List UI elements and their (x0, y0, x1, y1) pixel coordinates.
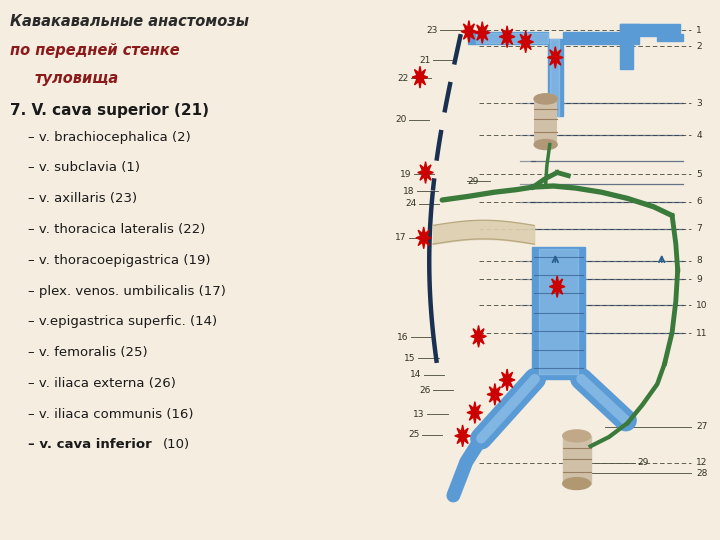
Polygon shape (620, 24, 680, 36)
Polygon shape (534, 99, 557, 145)
Text: 7. V. cava superior (21): 7. V. cava superior (21) (11, 103, 210, 118)
Text: 13: 13 (413, 410, 425, 418)
Ellipse shape (534, 94, 557, 104)
Polygon shape (547, 46, 563, 69)
Text: (10): (10) (163, 438, 189, 451)
Polygon shape (416, 227, 431, 249)
Polygon shape (500, 26, 515, 48)
Polygon shape (500, 369, 515, 391)
Text: 5: 5 (696, 170, 702, 179)
Text: 3: 3 (696, 99, 702, 107)
Polygon shape (550, 39, 559, 116)
Polygon shape (487, 383, 503, 406)
Text: 17: 17 (395, 233, 406, 242)
Text: – v. iliaca externa (26): – v. iliaca externa (26) (28, 377, 176, 390)
Polygon shape (563, 31, 631, 44)
Text: – v. femoralis (25): – v. femoralis (25) (28, 346, 148, 359)
Polygon shape (418, 161, 433, 184)
Text: – v.epigastrica superfic. (14): – v.epigastrica superfic. (14) (28, 315, 217, 328)
Text: туловища: туловища (35, 71, 120, 86)
Text: 18: 18 (403, 187, 415, 195)
Text: 12: 12 (696, 458, 708, 467)
Polygon shape (539, 249, 577, 374)
Text: 6: 6 (696, 197, 702, 206)
Text: 25: 25 (408, 430, 419, 440)
Text: – plex. venos. umbilicalis (17): – plex. venos. umbilicalis (17) (28, 285, 226, 298)
Text: 15: 15 (404, 354, 415, 363)
Polygon shape (657, 34, 683, 41)
Polygon shape (474, 22, 490, 43)
Text: – v. cava inferior: – v. cava inferior (28, 438, 156, 451)
Polygon shape (620, 43, 633, 69)
Polygon shape (467, 402, 482, 423)
Text: 9: 9 (696, 275, 702, 284)
Text: – v. axillaris (23): – v. axillaris (23) (28, 192, 137, 205)
Text: – v. thoracica lateralis (22): – v. thoracica lateralis (22) (28, 223, 205, 236)
Text: 26: 26 (419, 386, 431, 395)
Text: 29: 29 (637, 458, 648, 467)
Text: 24: 24 (405, 199, 416, 208)
Polygon shape (468, 31, 548, 44)
Ellipse shape (563, 477, 590, 490)
Polygon shape (620, 24, 639, 44)
Text: 29: 29 (467, 177, 479, 186)
Text: 20: 20 (395, 115, 406, 124)
Text: 11: 11 (696, 329, 708, 338)
Text: 22: 22 (397, 73, 408, 83)
Polygon shape (461, 21, 477, 43)
Ellipse shape (534, 94, 557, 104)
Polygon shape (412, 66, 428, 88)
Text: 2: 2 (696, 42, 702, 51)
Text: 23: 23 (426, 26, 438, 35)
Text: 14: 14 (410, 370, 421, 379)
Text: 16: 16 (397, 333, 408, 342)
Ellipse shape (534, 139, 557, 150)
Polygon shape (549, 276, 565, 298)
Text: 21: 21 (419, 56, 431, 65)
Polygon shape (518, 31, 534, 53)
Text: – v. thoracoepigastrica (19): – v. thoracoepigastrica (19) (28, 254, 210, 267)
Text: 4: 4 (696, 131, 702, 140)
Text: – v. subclavia (1): – v. subclavia (1) (28, 161, 140, 174)
Text: – v. brachiocephalica (2): – v. brachiocephalica (2) (28, 131, 191, 144)
Polygon shape (548, 39, 563, 116)
Text: 27: 27 (696, 422, 708, 431)
Text: 28: 28 (696, 469, 708, 478)
Polygon shape (563, 436, 590, 484)
Polygon shape (471, 326, 486, 347)
Text: Кавакавальные анастомозы: Кавакавальные анастомозы (11, 14, 249, 29)
Ellipse shape (563, 430, 590, 442)
Text: – v. iliaca communis (16): – v. iliaca communis (16) (28, 408, 194, 421)
Polygon shape (476, 33, 548, 43)
Polygon shape (532, 247, 585, 379)
Text: по передней стенке: по передней стенке (11, 43, 180, 58)
Text: 19: 19 (400, 170, 411, 179)
Text: 1: 1 (696, 26, 702, 35)
Polygon shape (455, 425, 470, 447)
Text: 10: 10 (696, 301, 708, 310)
Text: 7: 7 (696, 224, 702, 233)
Text: 8: 8 (696, 256, 702, 265)
